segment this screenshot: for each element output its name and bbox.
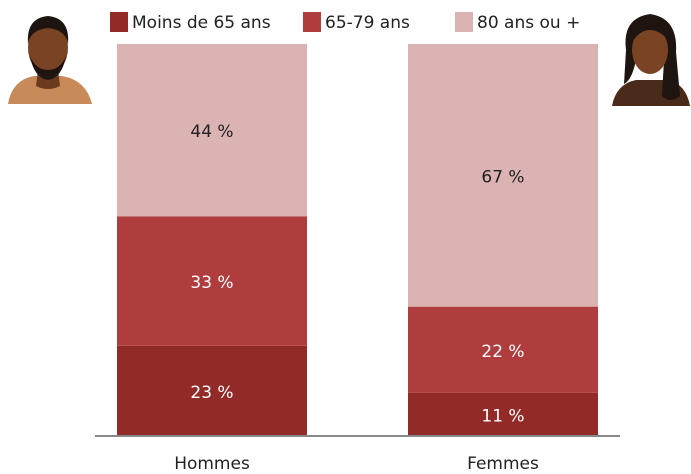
- legend-label: 65-79 ans: [325, 13, 410, 33]
- chart: Moins de 65 ans 65-79 ans 80 ans ou + 23 % 3…: [0, 0, 691, 474]
- value-label: 11 %: [481, 406, 524, 426]
- value-label: 33 %: [190, 273, 233, 293]
- value-label: 44 %: [190, 122, 233, 142]
- value-label: 22 %: [481, 342, 524, 362]
- male-avatar: [8, 16, 92, 104]
- legend-label: 80 ans ou +: [477, 13, 580, 33]
- value-label: 23 %: [190, 383, 233, 403]
- x-tick-label: Femmes: [467, 454, 539, 474]
- legend-swatch: [110, 12, 128, 32]
- value-label: 67 %: [481, 167, 524, 187]
- legend-swatch: [455, 12, 473, 32]
- female-avatar: [612, 14, 690, 106]
- legend-swatch: [303, 12, 321, 32]
- legend-label: Moins de 65 ans: [132, 13, 271, 33]
- x-tick-label: Hommes: [174, 454, 250, 474]
